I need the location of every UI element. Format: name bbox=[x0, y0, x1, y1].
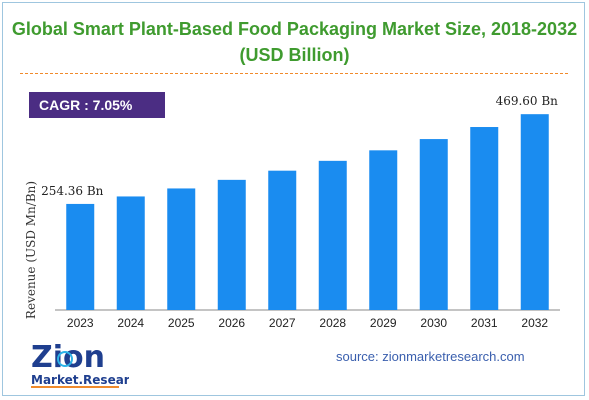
bar-2024 bbox=[116, 196, 145, 310]
x-tick-label: 2028 bbox=[319, 316, 346, 330]
bar-2029 bbox=[369, 150, 398, 310]
cagr-badge: CAGR : 7.05% bbox=[29, 92, 165, 118]
x-tick-label: 2029 bbox=[370, 316, 397, 330]
data-label: 254.36 Bn bbox=[41, 184, 104, 198]
data-label: 469.60 Bn bbox=[496, 94, 559, 108]
bar-2025 bbox=[167, 188, 196, 310]
zion-logo: Zion Market.Research bbox=[31, 340, 129, 388]
x-tick-label: 2030 bbox=[420, 316, 447, 330]
bar-2032 bbox=[520, 114, 549, 310]
logo-underline bbox=[31, 386, 119, 388]
logo-globe-icon bbox=[57, 351, 73, 367]
title-divider bbox=[20, 73, 568, 74]
bar-2031 bbox=[470, 127, 499, 310]
x-tick-label: 2027 bbox=[269, 316, 296, 330]
bar-2028 bbox=[318, 160, 347, 310]
x-tick-label: 2032 bbox=[521, 316, 548, 330]
cagr-value: 7.05% bbox=[92, 97, 133, 113]
logo-subtitle: Market.Research bbox=[31, 373, 129, 387]
cagr-label: CAGR : bbox=[39, 97, 89, 113]
bar-2023 bbox=[66, 203, 95, 310]
source-note: source: zionmarketresearch.com bbox=[336, 349, 525, 364]
bar-2027 bbox=[268, 170, 297, 310]
x-tick-label: 2026 bbox=[218, 316, 245, 330]
chart-title: Global Smart Plant-Based Food Packaging … bbox=[11, 19, 578, 65]
bar-2026 bbox=[217, 179, 246, 310]
x-tick-label: 2025 bbox=[168, 316, 195, 330]
chart-frame bbox=[2, 2, 585, 396]
x-tick-label: 2031 bbox=[471, 316, 498, 330]
logo-wordmark: Zion bbox=[31, 340, 105, 375]
x-tick-label: 2024 bbox=[117, 316, 144, 330]
x-tick-label: 2023 bbox=[67, 316, 94, 330]
bar-2030 bbox=[419, 139, 448, 310]
